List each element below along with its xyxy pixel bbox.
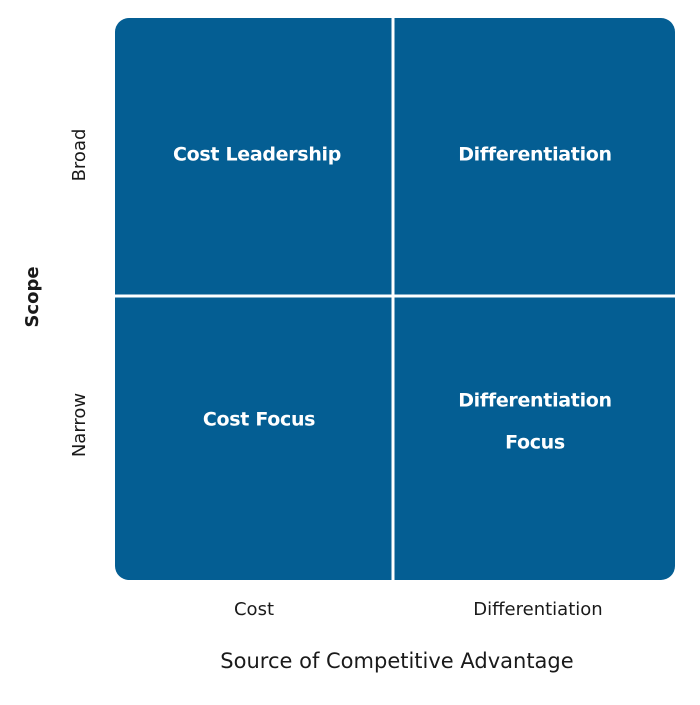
x-axis-label: Cost <box>234 599 274 620</box>
y-axis-title: Scope <box>22 266 43 327</box>
quadrant-label: Cost Leadership <box>173 144 341 166</box>
matrix-background <box>115 18 675 580</box>
quadrant-label: Cost Focus <box>203 409 315 431</box>
quadrant-label: Differentiation <box>458 390 612 412</box>
quadrant-label: Differentiation <box>458 144 612 166</box>
x-axis-label: Differentiation <box>473 599 602 620</box>
y-axis-label: Broad <box>69 129 90 182</box>
quadrant-label: Focus <box>505 432 565 454</box>
y-axis-label: Narrow <box>69 393 90 457</box>
x-axis-title: Source of Competitive Advantage <box>220 649 573 673</box>
